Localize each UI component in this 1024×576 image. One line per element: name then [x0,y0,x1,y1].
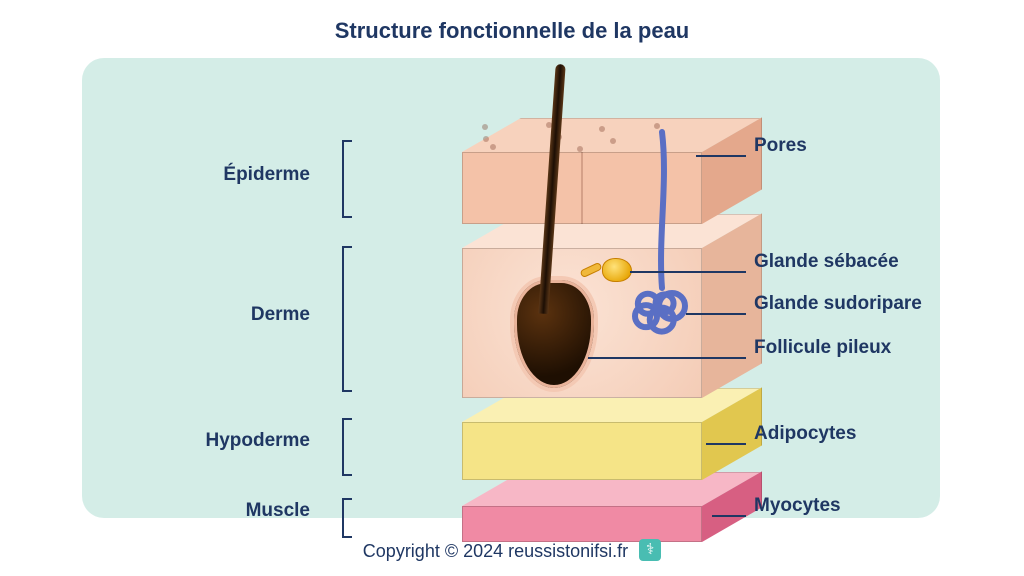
leader-myo [712,515,746,517]
sebaceous-gland [602,258,632,282]
callout-sudori: Glande sudoripare [754,293,922,315]
layer-label-epiderme: Épiderme [223,164,310,186]
medical-icon [639,539,661,561]
callout-follicule: Follicule pileux [754,337,891,359]
callout-myo: Myocytes [754,495,841,517]
bracket-hypoderme [342,418,352,476]
callout-adipo: Adipocytes [754,423,856,445]
layer-label-derme: Derme [251,304,310,326]
callout-pores: Pores [754,135,807,157]
bracket-epiderme [342,140,352,218]
layer-label-hypoderme: Hypoderme [205,430,310,452]
bracket-muscle [342,498,352,538]
copyright-text: Copyright © 2024 reussistonifsi.fr [363,541,628,561]
leader-pores [696,155,746,157]
callout-sebacee: Glande sébacée [754,251,899,273]
layer-label-muscle: Muscle [246,500,310,522]
page-title: Structure fonctionnelle de la peau [0,0,1024,44]
copyright: Copyright © 2024 reussistonifsi.fr [0,539,1024,562]
leader-adipo [706,443,746,445]
leader-sebacee [630,271,746,273]
leader-sudori [686,313,746,315]
diagram-stage: ÉpidermeDermeHypodermeMuscle PoresGlande… [82,58,940,518]
leader-follicule [588,357,746,359]
diagram-panel: ÉpidermeDermeHypodermeMuscle PoresGlande… [82,58,940,518]
bracket-derme [342,246,352,392]
